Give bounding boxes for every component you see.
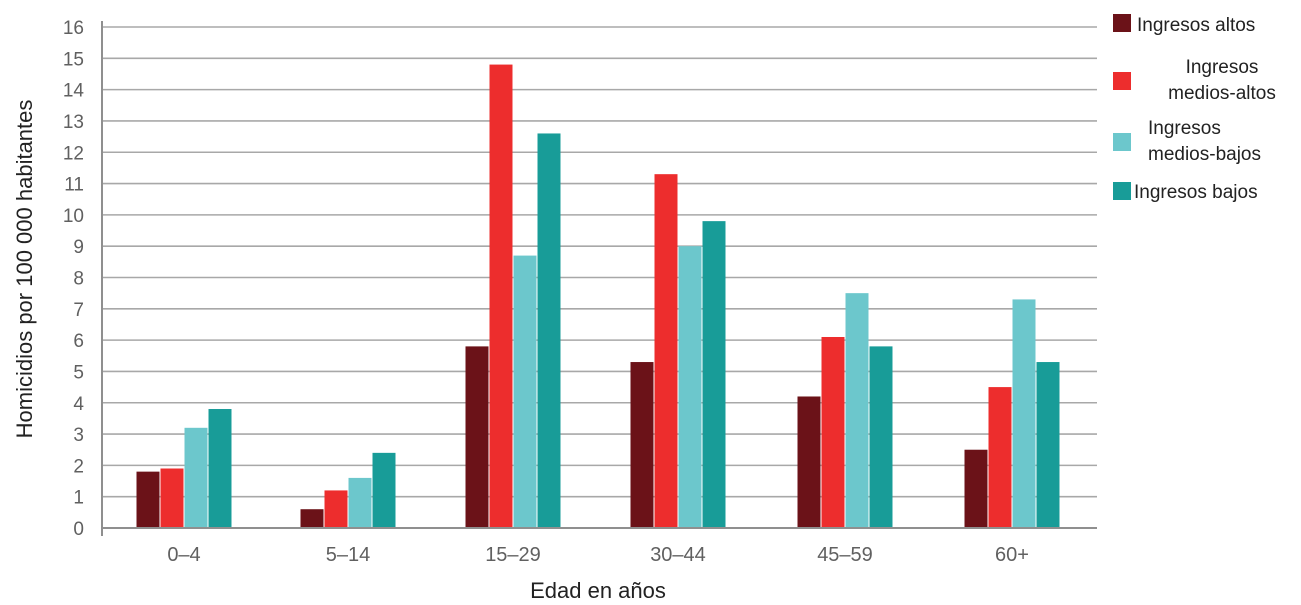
legend-label: Ingresos altos <box>1137 15 1255 36</box>
y-tick-label: 7 <box>73 300 84 321</box>
y-tick-label: 9 <box>73 237 84 258</box>
bar-1-3 <box>465 346 489 528</box>
bar-1-5 <box>797 396 821 528</box>
legend-swatch <box>1113 133 1131 151</box>
legend-item-4: Ingresos bajos <box>1113 182 1258 203</box>
bar-4-6 <box>1036 362 1060 528</box>
legend-swatch <box>1113 14 1131 32</box>
legend-item-3: Ingresos medios-bajos <box>1113 118 1261 165</box>
x-tick-labels: 0–4 5–14 15–29 30–44 45–59 60+ <box>167 544 1029 566</box>
bar-4-2 <box>372 452 396 528</box>
y-tick-label: 13 <box>63 112 84 133</box>
x-tick-label: 15–29 <box>485 544 541 566</box>
bar-3-4 <box>678 246 702 528</box>
bar-1-2 <box>300 509 324 528</box>
y-tick-label: 14 <box>63 81 85 102</box>
bar-3-6 <box>1012 299 1036 528</box>
y-tick-label: 8 <box>73 269 84 290</box>
y-tick-label: 3 <box>73 425 84 446</box>
bar-2-5 <box>821 336 845 528</box>
bar-2-1 <box>160 468 184 528</box>
bar-3-2 <box>348 477 372 528</box>
bar-4-4 <box>702 221 726 528</box>
legend-label: Ingresos <box>1148 118 1221 139</box>
y-tick-label: 5 <box>73 362 84 383</box>
legend-item-2: Ingresos medios-altos <box>1113 57 1276 104</box>
y-tick-label: 11 <box>64 175 84 196</box>
y-tick-label: 4 <box>73 394 84 415</box>
legend-item-1: Ingresos altos <box>1113 14 1255 36</box>
y-tick-label: 10 <box>63 206 84 227</box>
bar-3-1 <box>184 427 208 528</box>
x-tick-label: 5–14 <box>326 544 371 566</box>
x-tick-label: 45–59 <box>817 544 873 566</box>
x-tick-label: 60+ <box>995 544 1029 566</box>
bar-2-4 <box>654 174 678 528</box>
bar-4-5 <box>869 346 893 528</box>
legend-swatch <box>1113 72 1131 90</box>
bar-2-3 <box>489 64 513 528</box>
legend-label: medios-bajos <box>1148 144 1261 165</box>
bar-1-6 <box>964 449 988 528</box>
bars <box>136 64 1060 529</box>
y-tick-label: 0 <box>73 519 84 540</box>
x-axis-title: Edad en años <box>530 578 666 603</box>
bar-1-4 <box>630 362 654 528</box>
bar-4-1 <box>208 409 232 528</box>
y-axis-title: Homicidios por 100 000 habitantes <box>12 100 37 439</box>
legend-label: medios-altos <box>1168 83 1276 104</box>
legend: Ingresos altosIngresosmedios-altosIngres… <box>1113 14 1276 203</box>
y-tick-label: 16 <box>63 18 84 39</box>
bar-4-3 <box>537 133 561 528</box>
y-tick-label: 2 <box>73 456 84 477</box>
bar-2-6 <box>988 387 1012 528</box>
axes <box>101 21 1097 536</box>
legend-label: Ingresos <box>1186 57 1259 78</box>
x-tick-label: 30–44 <box>650 544 706 566</box>
bar-3-5 <box>845 293 869 528</box>
x-tick-label: 0–4 <box>167 544 200 566</box>
bar-1-1 <box>136 471 160 528</box>
y-tick-label: 1 <box>73 488 84 509</box>
bar-2-2 <box>324 490 348 528</box>
y-tick-label: 12 <box>63 143 84 164</box>
gridlines <box>102 26 1097 498</box>
legend-swatch <box>1113 182 1131 200</box>
legend-label: Ingresos bajos <box>1134 182 1258 203</box>
y-tick-label: 15 <box>63 49 84 70</box>
y-tick-label: 6 <box>73 331 84 352</box>
bar-3-3 <box>513 255 537 529</box>
